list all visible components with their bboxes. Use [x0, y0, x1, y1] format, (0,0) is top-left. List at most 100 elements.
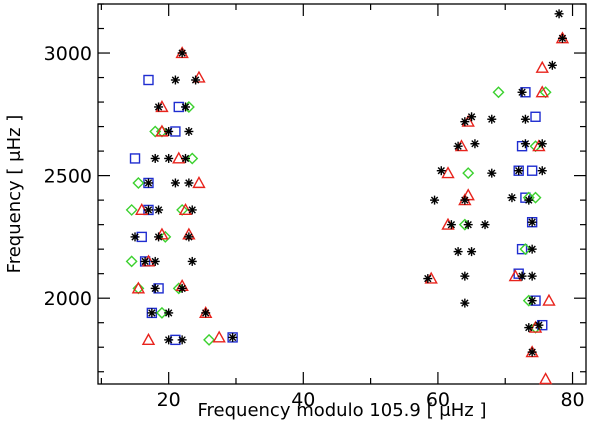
asterisk-marker	[537, 139, 547, 149]
asterisk-stroke	[185, 127, 193, 136]
x-tick-label: 20	[157, 389, 181, 411]
triangle-marker	[542, 293, 556, 306]
asterisk-marker	[507, 193, 517, 203]
asterisk-stroke	[488, 169, 496, 177]
asterisk-marker	[517, 271, 527, 281]
asterisk-marker	[557, 33, 567, 43]
asterisk-stroke	[437, 167, 445, 175]
asterisk-stroke	[518, 272, 526, 280]
asterisk-stroke	[447, 220, 456, 229]
asterisk-marker	[480, 220, 490, 230]
asterisk-stroke	[188, 257, 196, 266]
asterisk-stroke	[171, 179, 180, 187]
asterisk-marker	[430, 195, 440, 205]
square-marker	[516, 243, 528, 255]
diamond-marker	[155, 306, 168, 319]
diamond-marker	[132, 176, 145, 189]
asterisk-marker	[177, 48, 187, 58]
square-marker	[516, 140, 528, 152]
asterisk-marker	[527, 217, 537, 227]
diamond-marker	[125, 255, 138, 268]
y-tick-label: 3000	[44, 43, 92, 65]
diamond-marker	[492, 86, 505, 99]
asterisk-stroke	[171, 76, 180, 84]
asterisk-marker	[164, 308, 174, 318]
asterisk-marker	[446, 220, 456, 230]
asterisk-stroke	[185, 179, 193, 187]
data-points	[125, 9, 570, 385]
asterisk-stroke	[228, 333, 237, 342]
plot-area	[97, 3, 587, 385]
asterisk-stroke	[525, 323, 533, 332]
asterisk-stroke	[164, 127, 173, 136]
asterisk-stroke	[131, 233, 139, 241]
asterisk-marker	[514, 166, 524, 176]
y-tick-label: 2000	[44, 288, 92, 310]
diamond-marker	[125, 203, 138, 216]
asterisk-stroke	[185, 233, 193, 241]
asterisk-marker	[170, 75, 180, 85]
asterisk-stroke	[528, 296, 536, 305]
asterisk-marker	[177, 335, 187, 345]
diamond-marker	[529, 191, 542, 204]
asterisk-stroke	[151, 257, 159, 266]
triangle-marker	[131, 281, 146, 294]
asterisk-stroke	[151, 154, 159, 163]
asterisk-stroke	[508, 194, 516, 202]
asterisk-marker	[460, 117, 470, 127]
asterisk-marker	[130, 232, 140, 242]
asterisk-stroke	[521, 115, 530, 123]
axis-ticks	[98, 3, 586, 384]
asterisk-stroke	[467, 113, 476, 121]
square-marker	[143, 74, 154, 86]
asterisk-marker	[184, 232, 194, 242]
asterisk-stroke	[528, 272, 536, 280]
asterisk-stroke	[525, 196, 533, 204]
square-marker	[526, 165, 538, 176]
triangle-marker	[192, 176, 206, 189]
asterisk-marker	[520, 114, 530, 124]
y-axis-label: Frequency [ μHz ]	[4, 115, 25, 274]
asterisk-marker	[150, 256, 160, 266]
asterisk-stroke	[181, 103, 190, 111]
asterisk-marker	[527, 296, 537, 306]
asterisk-stroke	[461, 272, 469, 280]
triangle-marker	[535, 85, 549, 98]
triangle-marker	[212, 330, 226, 343]
square-marker	[530, 111, 541, 122]
asterisk-stroke	[454, 247, 462, 256]
asterisk-stroke	[424, 274, 432, 283]
asterisk-stroke	[148, 309, 156, 317]
asterisk-marker	[164, 126, 174, 136]
asterisk-marker	[470, 139, 480, 149]
asterisk-stroke	[191, 76, 200, 84]
x-tick-label: 40	[291, 389, 315, 411]
asterisk-marker	[164, 153, 174, 163]
asterisk-stroke	[471, 140, 479, 148]
asterisk-marker	[487, 114, 497, 124]
asterisk-stroke	[464, 220, 472, 229]
asterisk-marker	[154, 205, 164, 215]
asterisk-marker	[547, 60, 557, 70]
asterisk-stroke	[467, 247, 476, 256]
asterisk-stroke	[154, 103, 163, 111]
asterisk-marker	[181, 102, 191, 112]
asterisk-stroke	[164, 336, 173, 344]
asterisk-marker	[460, 195, 470, 205]
asterisk-marker	[184, 178, 194, 188]
triangle-marker	[535, 60, 549, 73]
asterisk-stroke	[154, 233, 163, 241]
asterisk-marker	[228, 332, 238, 342]
triangle-marker	[141, 332, 156, 345]
asterisk-stroke	[188, 206, 196, 214]
asterisk-stroke	[461, 299, 469, 307]
asterisk-stroke	[461, 118, 469, 126]
diamond-marker	[519, 243, 532, 256]
asterisk-stroke	[202, 309, 210, 317]
y-tick-label: 2500	[44, 166, 92, 188]
asterisk-stroke	[181, 154, 190, 163]
diamond-marker	[186, 152, 199, 165]
asterisk-marker	[164, 335, 174, 345]
asterisk-marker	[527, 347, 537, 357]
